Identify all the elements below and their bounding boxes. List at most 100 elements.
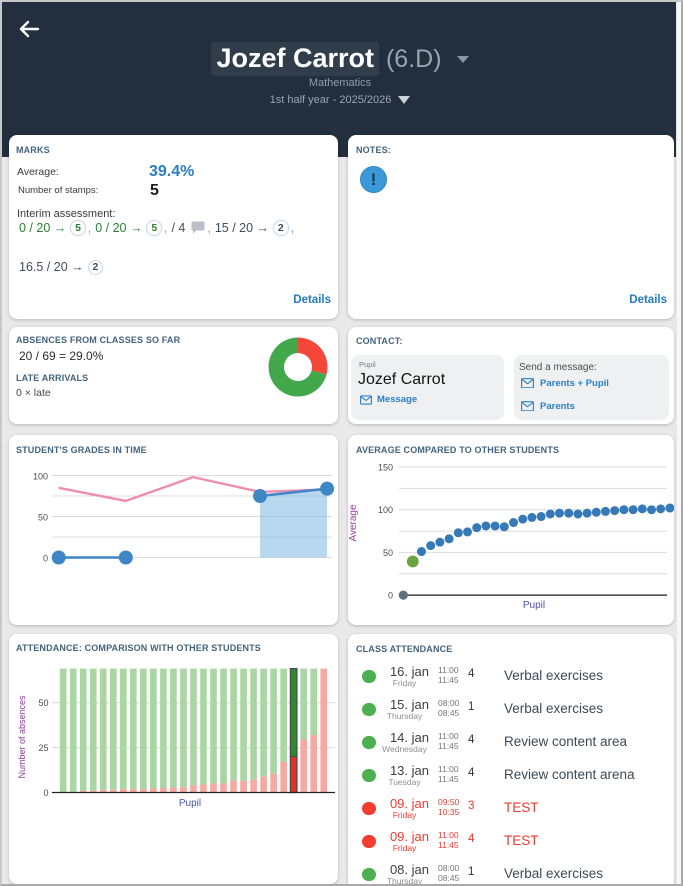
present-bar-segment[interactable]	[120, 668, 127, 789]
absent-bar-segment[interactable]	[130, 788, 137, 793]
pupil-average-dot[interactable]	[472, 523, 482, 533]
pupil-average-dot[interactable]	[435, 537, 445, 547]
present-bar-segment[interactable]	[270, 668, 277, 774]
mark-chip[interactable]: 0 / 20 → 5	[95, 220, 162, 236]
present-bar-segment[interactable]	[260, 668, 267, 777]
pupil-average-dot[interactable]	[509, 518, 518, 528]
present-bar-segment[interactable]	[130, 668, 137, 789]
student-grade-dot[interactable]	[51, 550, 66, 565]
pupil-average-dot[interactable]	[426, 541, 436, 551]
present-bar-segment[interactable]	[300, 668, 307, 740]
present-bar-segment[interactable]	[220, 668, 227, 784]
zero-average-dot[interactable]	[398, 590, 408, 600]
class-attendance-row[interactable]: 14. jan Wednesday 11:00 11:45 4 Review conten…	[348, 726, 674, 759]
present-bar-segment[interactable]	[110, 668, 117, 790]
pupil-average-dot[interactable]	[463, 527, 472, 537]
pupil-average-dot[interactable]	[582, 508, 592, 518]
pupil-average-dot[interactable]	[601, 506, 610, 516]
mark-chip[interactable]: / 4	[171, 221, 205, 235]
present-bar-segment[interactable]	[99, 668, 107, 790]
pupil-average-dot[interactable]	[481, 521, 491, 531]
send-option-parents-pupil[interactable]: Parents + Pupil	[521, 378, 609, 389]
pupil-average-dot[interactable]	[647, 505, 656, 515]
present-bar-segment[interactable]	[150, 668, 157, 789]
pupil-average-dot[interactable]	[665, 503, 674, 513]
absent-bar-segment[interactable]	[110, 789, 117, 793]
exclamation-icon[interactable]: !	[360, 166, 387, 193]
student-average-dot[interactable]	[406, 555, 419, 568]
pupil-average-dot[interactable]	[545, 509, 555, 519]
send-option-parents[interactable]: Parents	[521, 401, 575, 412]
student-grade-dot[interactable]	[253, 489, 267, 503]
mark-chip[interactable]: 16.5 / 20 → 2	[19, 259, 104, 275]
pupil-average-dot[interactable]	[417, 547, 426, 557]
present-bar-segment[interactable]	[170, 668, 177, 788]
present-bar-segment[interactable]	[210, 668, 217, 784]
absent-bar-segment[interactable]	[250, 779, 257, 793]
absent-bar-segment[interactable]	[289, 755, 298, 794]
period-selector[interactable]: 1st half year - 2025/2026	[2, 94, 678, 106]
absent-bar-segment[interactable]	[210, 783, 217, 793]
present-bar-segment[interactable]	[69, 668, 77, 793]
student-grade-dot[interactable]	[118, 550, 133, 565]
present-bar-segment[interactable]	[230, 668, 237, 781]
pupil-average-dot[interactable]	[564, 508, 574, 518]
present-bar-segment[interactable]	[289, 667, 298, 758]
absent-bar-segment[interactable]	[79, 790, 87, 793]
present-bar-segment[interactable]	[190, 668, 197, 786]
present-bar-segment[interactable]	[310, 668, 317, 736]
absent-bar-segment[interactable]	[320, 668, 328, 793]
pupil-average-dot[interactable]	[499, 522, 509, 532]
present-bar-segment[interactable]	[280, 668, 287, 762]
class-attendance-row[interactable]: 08. jan Thursday 08:00 08:45 1 Verbal exercis…	[348, 858, 674, 884]
absent-bar-segment[interactable]	[89, 790, 97, 793]
pupil-average-dot[interactable]	[656, 504, 666, 514]
absent-bar-segment[interactable]	[150, 788, 157, 793]
absent-bar-segment[interactable]	[300, 739, 307, 793]
mark-chip[interactable]: 0 / 20 → 5	[19, 220, 86, 236]
absent-bar-segment[interactable]	[99, 789, 107, 793]
class-attendance-row[interactable]: 15. jan Thursday 08:00 08:45 1 Verbal exercis…	[348, 693, 674, 726]
absent-bar-segment[interactable]	[230, 780, 237, 793]
absent-bar-segment[interactable]	[140, 788, 147, 793]
pupil-average-dot[interactable]	[518, 514, 528, 524]
class-attendance-row[interactable]: 13. jan Tuesday 11:00 11:45 4 Review content …	[348, 759, 674, 792]
pupil-average-dot[interactable]	[628, 505, 638, 515]
notes-details-link[interactable]: Details	[629, 294, 667, 306]
pupil-average-dot[interactable]	[490, 521, 500, 531]
class-attendance-row[interactable]: 16. jan Friday 11:00 11:45 4 Verbal exercises	[348, 660, 674, 693]
chevron-down-icon[interactable]	[456, 55, 469, 63]
absent-bar-segment[interactable]	[200, 784, 207, 793]
present-bar-segment[interactable]	[180, 668, 187, 788]
present-bar-segment[interactable]	[140, 668, 147, 789]
absent-bar-segment[interactable]	[190, 785, 197, 793]
scrollbar-track[interactable]	[676, 2, 681, 884]
pupil-average-dot[interactable]	[555, 508, 564, 518]
class-attendance-row[interactable]: 09. jan Friday 11:00 11:45 4 TEST	[348, 825, 674, 858]
absent-bar-segment[interactable]	[160, 788, 167, 793]
absent-bar-segment[interactable]	[310, 735, 317, 793]
pupil-average-dot[interactable]	[610, 506, 620, 516]
pupil-average-dot[interactable]	[536, 512, 546, 522]
back-button[interactable]	[12, 12, 46, 46]
absent-bar-segment[interactable]	[270, 773, 277, 793]
present-bar-segment[interactable]	[250, 668, 257, 780]
absent-bar-segment[interactable]	[280, 761, 287, 793]
student-name[interactable]: Jozef Carrot	[211, 42, 379, 76]
absent-bar-segment[interactable]	[260, 776, 267, 793]
mark-chip[interactable]: 15 / 20 → 2	[215, 220, 289, 236]
absent-bar-segment[interactable]	[180, 787, 187, 793]
message-pupil-link[interactable]: Message	[360, 394, 417, 405]
absent-bar-segment[interactable]	[120, 788, 127, 793]
pupil-average-dot[interactable]	[591, 507, 601, 517]
present-bar-segment[interactable]	[89, 668, 97, 791]
absent-bar-segment[interactable]	[240, 780, 247, 793]
student-grade-dot[interactable]	[320, 481, 335, 496]
pupil-average-dot[interactable]	[527, 512, 537, 522]
present-bar-segment[interactable]	[59, 668, 67, 793]
pupil-average-dot[interactable]	[453, 528, 463, 538]
present-bar-segment[interactable]	[240, 668, 247, 781]
class-attendance-row[interactable]: 09. jan Friday 09:50 10:35 3 TEST	[348, 792, 674, 825]
absent-bar-segment[interactable]	[170, 787, 177, 793]
present-bar-segment[interactable]	[200, 668, 207, 785]
